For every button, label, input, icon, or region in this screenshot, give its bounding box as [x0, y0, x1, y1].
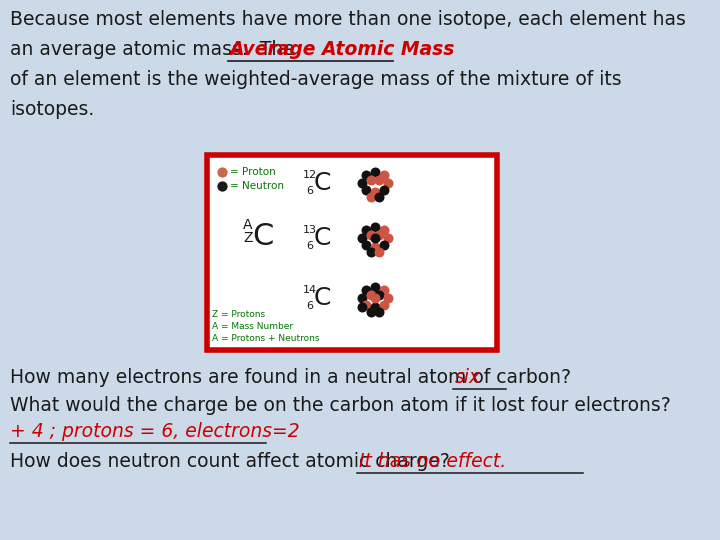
Text: How many electrons are found in a neutral atom of carbon?: How many electrons are found in a neutra… [10, 368, 589, 387]
Point [216, 168, 228, 177]
Point [356, 234, 368, 242]
Text: A = Protons + Neutrons: A = Protons + Neutrons [212, 334, 320, 343]
Point [360, 241, 372, 249]
Point [365, 193, 377, 201]
Point [369, 282, 381, 291]
Point [216, 181, 228, 190]
Point [365, 248, 377, 256]
Text: C: C [313, 286, 330, 310]
Point [369, 242, 381, 251]
Text: an average atomic mass.  The: an average atomic mass. The [10, 40, 301, 59]
Point [382, 179, 394, 187]
Point [356, 179, 368, 187]
Text: C: C [313, 171, 330, 195]
Point [360, 301, 372, 309]
Point [373, 291, 384, 299]
Point [369, 188, 381, 197]
Text: Because most elements have more than one isotope, each element has: Because most elements have more than one… [10, 10, 686, 29]
Text: six: six [455, 368, 482, 387]
Text: C: C [252, 222, 274, 251]
Text: 12: 12 [303, 170, 317, 180]
Point [365, 176, 377, 184]
Point [378, 226, 390, 234]
Text: A = Mass Number: A = Mass Number [212, 322, 293, 331]
Text: 6: 6 [307, 186, 313, 196]
Point [360, 226, 372, 234]
Point [378, 286, 390, 294]
Point [360, 171, 372, 179]
Point [360, 186, 372, 194]
Point [373, 248, 384, 256]
Point [356, 294, 368, 302]
Text: = Neutron: = Neutron [230, 181, 284, 191]
Point [369, 222, 381, 231]
Point [373, 176, 384, 184]
Text: 6: 6 [307, 241, 313, 251]
Point [369, 168, 381, 177]
Point [373, 193, 384, 201]
Point [382, 294, 394, 302]
Text: Z = Protons: Z = Protons [212, 310, 265, 319]
Text: 13: 13 [303, 225, 317, 235]
Text: = Proton: = Proton [230, 167, 276, 177]
Point [365, 291, 377, 299]
Bar [207, 155, 497, 350]
Text: How does neutron count affect atomic charge?: How does neutron count affect atomic cha… [10, 452, 468, 471]
Text: Z: Z [243, 231, 253, 245]
Text: A: A [243, 218, 253, 232]
Point [365, 231, 377, 239]
Point [378, 186, 390, 194]
Text: 6: 6 [307, 301, 313, 311]
Point [356, 303, 368, 312]
Text: It has no effect.: It has no effect. [359, 452, 506, 471]
Point [373, 231, 384, 239]
Point [369, 303, 381, 312]
Text: Average Atomic Mass: Average Atomic Mass [229, 40, 454, 59]
Point [369, 294, 381, 302]
Point [369, 234, 381, 242]
Point [378, 301, 390, 309]
Point [378, 241, 390, 249]
Text: isotopes.: isotopes. [10, 100, 94, 119]
Text: + 4 ; protons = 6, electrons=2: + 4 ; protons = 6, electrons=2 [10, 422, 300, 441]
Text: of an element is the weighted-average mass of the mixture of its: of an element is the weighted-average ma… [10, 70, 621, 89]
Point [360, 286, 372, 294]
Text: 14: 14 [303, 285, 317, 295]
Point [365, 308, 377, 316]
Text: What would the charge be on the carbon atom if it lost four electrons?: What would the charge be on the carbon a… [10, 396, 671, 415]
Point [378, 171, 390, 179]
Text: C: C [313, 226, 330, 250]
Point [382, 234, 394, 242]
Point [373, 308, 384, 316]
